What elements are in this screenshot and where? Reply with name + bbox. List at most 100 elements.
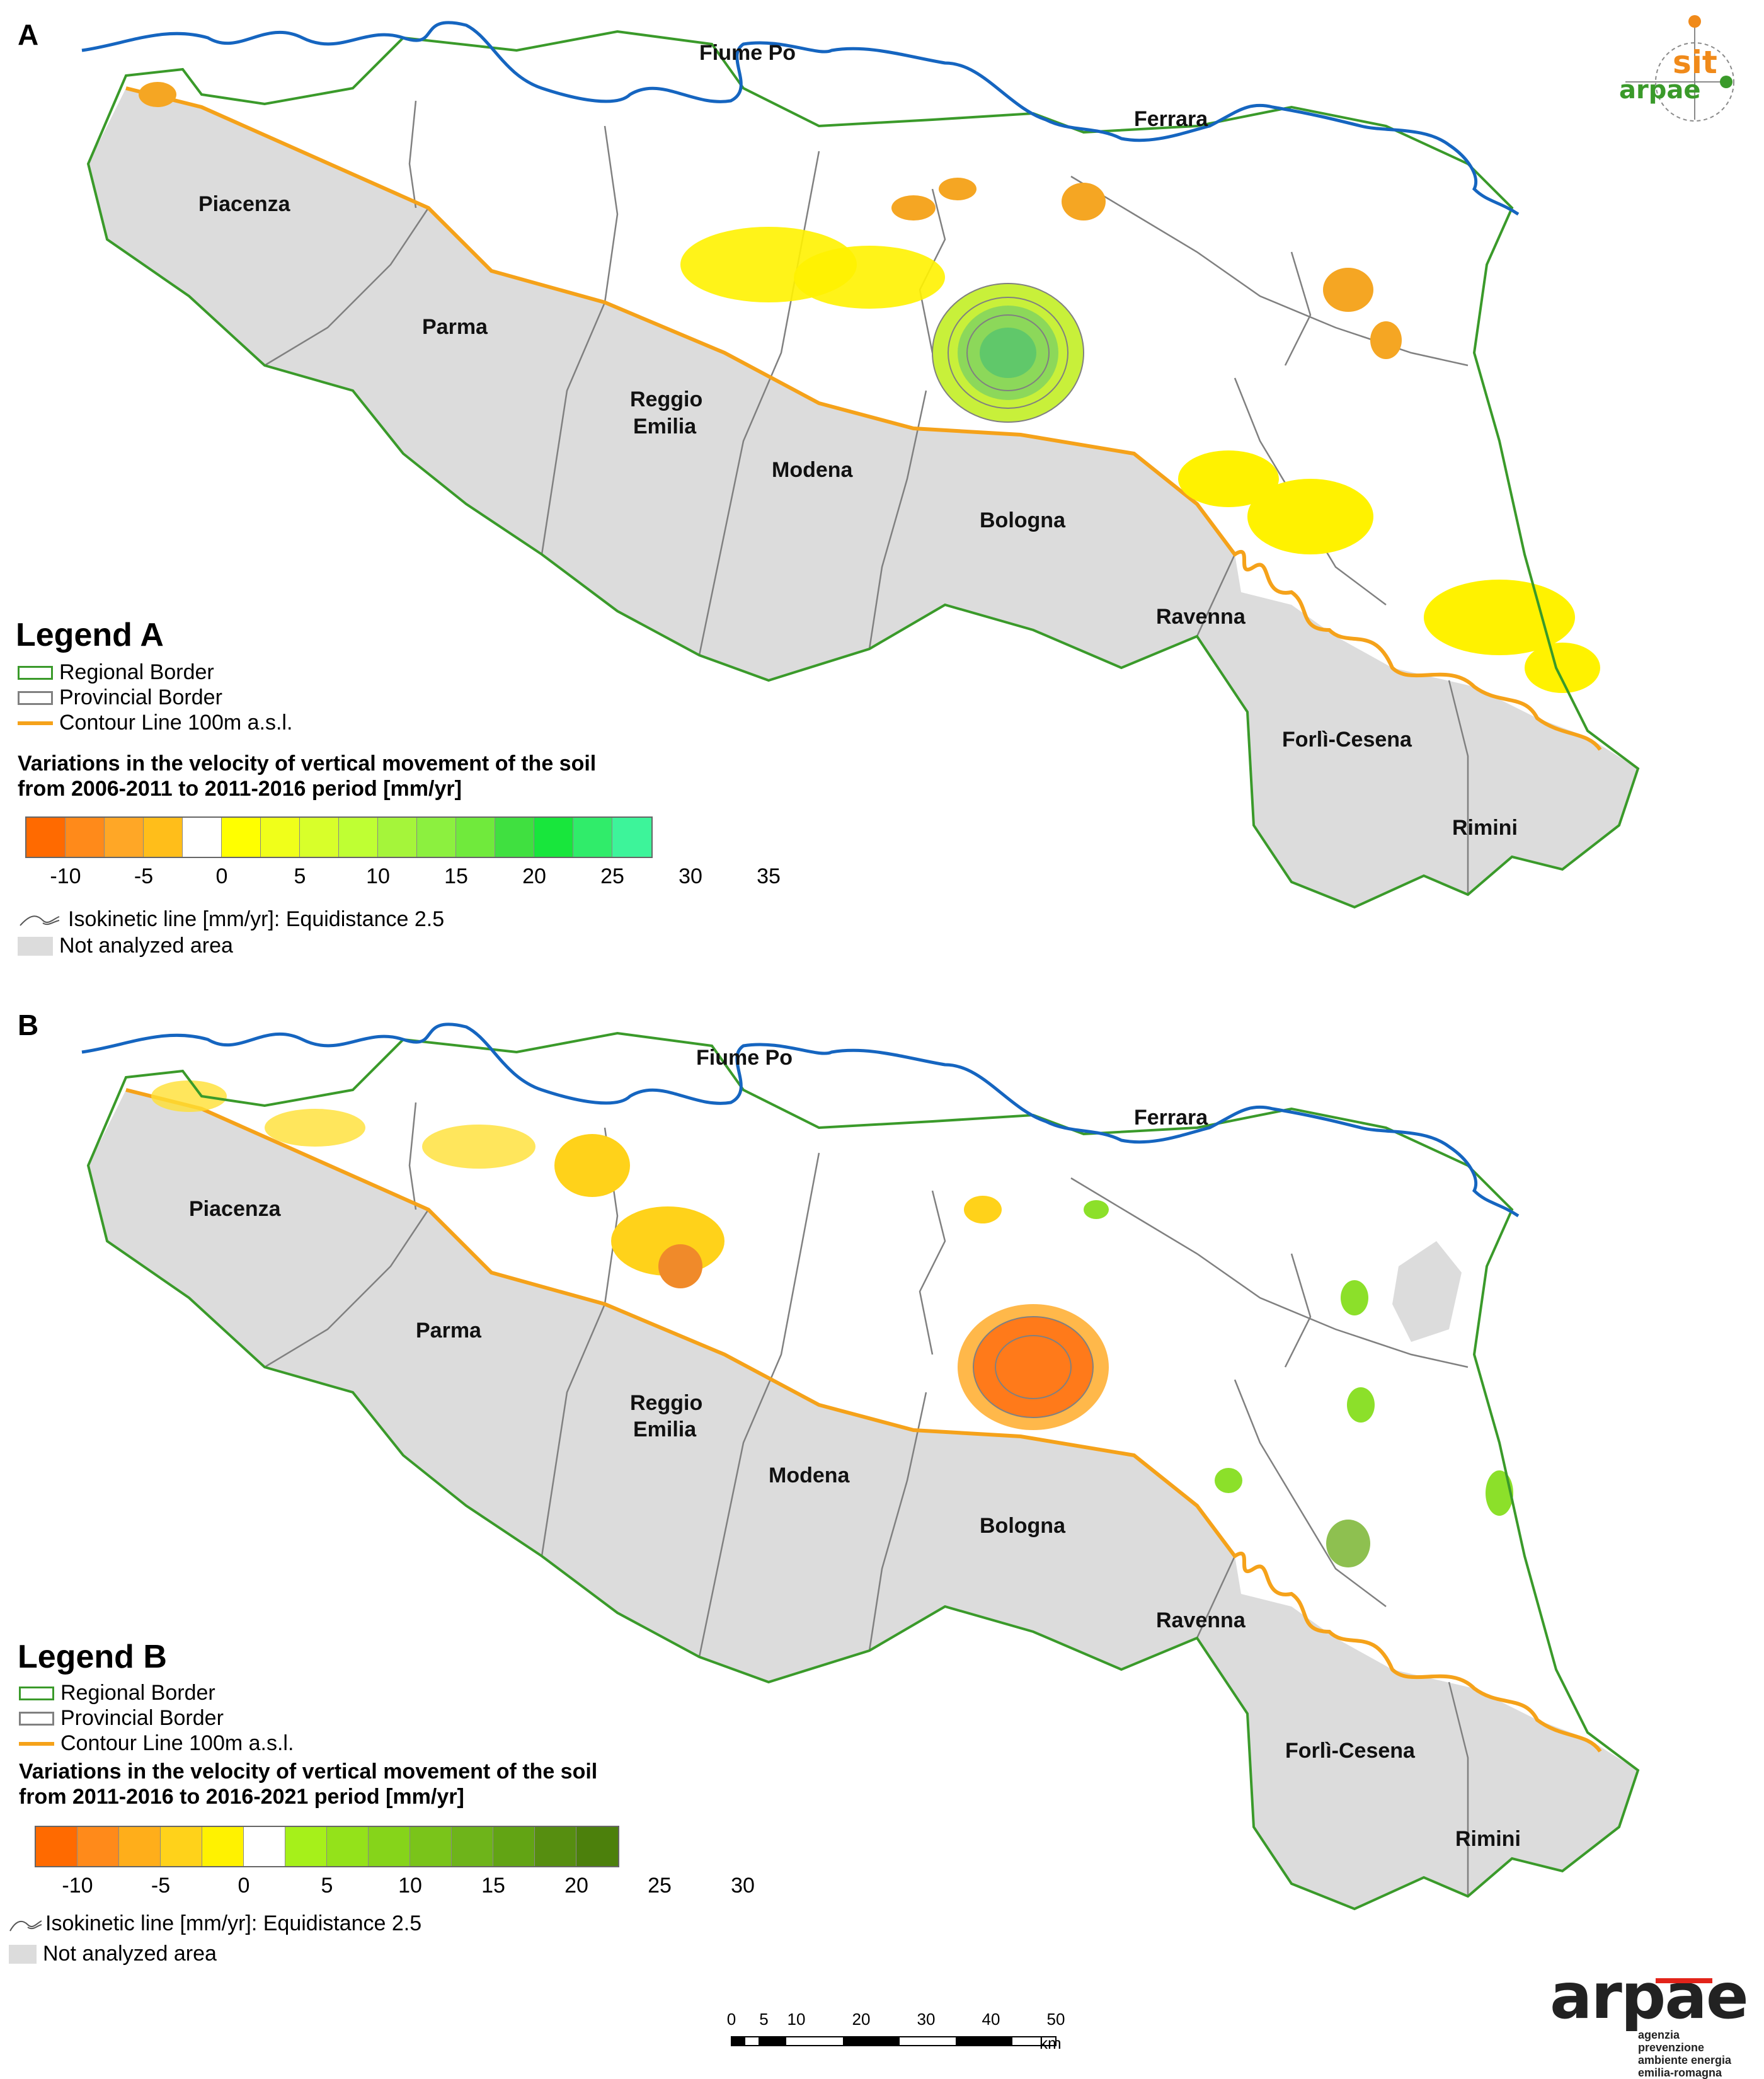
- label-rimini: Rimini: [1452, 816, 1518, 840]
- regional-border: [86, 30, 1640, 909]
- ramp-cell: [183, 818, 222, 857]
- ramp-tick-label: 15: [481, 1874, 505, 1898]
- arpae-tagline-line-1: agenzia: [1638, 2029, 1680, 2041]
- ramp-tick-label: 35: [757, 864, 781, 888]
- legend-a-not-analyzed: Not analyzed area: [18, 934, 233, 958]
- scale-bar: 0 5 10 20 30 40 50 km: [727, 2010, 1084, 2060]
- contour-line-swatch: [19, 1741, 54, 1746]
- regional-border-label: Regional Border: [59, 660, 214, 684]
- sit-logo-mark: [1625, 15, 1734, 122]
- label-ravenna: Ravenna: [1156, 605, 1246, 629]
- legend-b-isokinetic: Isokinetic line [mm/yr]: Equidistance 2.…: [8, 1911, 421, 1936]
- ramp-cell: [77, 1827, 119, 1866]
- river-po: [81, 1022, 1520, 1218]
- label-forli-cesena: Forlì-Cesena: [1282, 728, 1412, 752]
- label-ravenna: Ravenna: [1156, 1608, 1246, 1632]
- scale-bar-label: 40: [982, 2010, 1000, 2029]
- legend-b-regional-border: Regional Border: [19, 1681, 215, 1705]
- arpae-logo-accent: [1656, 1978, 1712, 1983]
- ramp-cell: [144, 818, 183, 857]
- scale-bar-label: 20: [852, 2010, 871, 2029]
- not-analyzed-label: Not analyzed area: [43, 1942, 217, 1966]
- ramp-tick-label: -10: [62, 1874, 93, 1898]
- not-analyzed-area: [88, 88, 1638, 907]
- contour-line-100m: [125, 86, 1602, 751]
- arpae-logo-text: arpae: [1550, 1959, 1749, 2033]
- provincial-border-label: Provincial Border: [59, 685, 222, 709]
- ramp-cell: [534, 818, 573, 857]
- ramp-cell: [36, 1827, 77, 1866]
- provincial-border-swatch: [19, 1711, 54, 1726]
- sit-text: sit: [1673, 44, 1717, 81]
- arpae-tagline-line-3: ambiente energia: [1638, 2054, 1732, 2066]
- legend-b-variations-title: Variations in the velocity of vertical m…: [19, 1759, 597, 1809]
- scale-bar-label: 5: [759, 2010, 769, 2029]
- ramp-tick-label: 30: [731, 1874, 755, 1898]
- ramp-tick-label: 0: [215, 864, 228, 888]
- ramp-tick-label: 10: [366, 864, 390, 888]
- ramp-cell: [119, 1827, 161, 1866]
- not-analyzed-swatch: [18, 936, 53, 956]
- ramp-cell: [339, 818, 378, 857]
- not-analyzed-area-coast: [1392, 1241, 1462, 1342]
- ramp-tick-label: 10: [398, 1874, 422, 1898]
- legend-b-provincial-border: Provincial Border: [19, 1706, 224, 1731]
- panel-a-letter: A: [18, 18, 39, 51]
- ramp-cell: [576, 1827, 618, 1866]
- scale-bar-label: 10: [787, 2010, 806, 2029]
- regional-border-label: Regional Border: [60, 1681, 215, 1705]
- ramp-cell: [495, 818, 534, 857]
- arpae-tagline-line-2: prevenzione: [1638, 2041, 1705, 2054]
- isokinetic-label: Isokinetic line [mm/yr]: Equidistance 2.…: [68, 907, 445, 931]
- ramp-tick-label: 25: [648, 1874, 672, 1898]
- arpae-tagline-line-4: emilia-romagna: [1638, 2066, 1722, 2079]
- contour-line-100m: [125, 1088, 1602, 1753]
- legend-a-variations-title: Variations in the velocity of vertical m…: [18, 751, 596, 801]
- label-ferrara: Ferrara: [1134, 1106, 1208, 1130]
- ramp-cell: [161, 1827, 202, 1866]
- contour-line-swatch: [18, 721, 53, 725]
- label-modena: Modena: [772, 458, 854, 482]
- scale-bar-graphic: [731, 2036, 1057, 2046]
- provincial-border-swatch: [18, 690, 53, 705]
- isokinetic-line-icon: [20, 915, 60, 926]
- ramp-cell: [369, 1827, 410, 1866]
- ramp-cell: [573, 818, 612, 857]
- contour-line-label: Contour Line 100m a.s.l.: [60, 1731, 294, 1755]
- label-forli-cesena: Forlì-Cesena: [1285, 1739, 1416, 1763]
- scale-bar-label: 0: [726, 2010, 736, 2029]
- label-parma: Parma: [416, 1319, 482, 1343]
- regional-border-swatch: [18, 665, 53, 680]
- river-po: [81, 21, 1520, 216]
- ramp-cell: [378, 818, 417, 857]
- sit-logo: sit arpae: [1613, 13, 1739, 126]
- ramp-cell: [535, 1827, 576, 1866]
- legend-a-provincial-border: Provincial Border: [18, 685, 222, 710]
- variations-title-line-2: from 2006-2011 to 2011-2016 period [mm/y…: [18, 777, 462, 801]
- ramp-tick-label: 20: [522, 864, 546, 888]
- panel-b-letter: B: [18, 1009, 39, 1041]
- arpae-small-text: arpae: [1619, 76, 1701, 105]
- label-modena: Modena: [769, 1463, 850, 1487]
- ramp-tick-label: 15: [444, 864, 468, 888]
- variations-title-line-1: Variations in the velocity of vertical m…: [18, 752, 597, 776]
- label-emilia: Emilia: [633, 415, 697, 438]
- ramp-cell: [410, 1827, 452, 1866]
- ramp-cell: [612, 818, 651, 857]
- ramp-cell: [26, 818, 66, 857]
- deformation-patches: [151, 1080, 1513, 1567]
- panel-a-map: Fiume Po Ferrara Piacenza Parma Reggio E…: [81, 21, 1640, 909]
- deformation-patches: [139, 82, 1600, 693]
- contour-line-label: Contour Line 100m a.s.l.: [59, 711, 293, 735]
- scale-bar-unit: km: [1040, 2034, 1062, 2053]
- legend-a-title: Legend A: [16, 617, 164, 653]
- ramp-cell: [105, 818, 144, 857]
- label-piacenza: Piacenza: [189, 1197, 282, 1221]
- label-parma: Parma: [422, 315, 488, 339]
- variations-title-line-2: from 2011-2016 to 2016-2021 period [mm/y…: [19, 1785, 464, 1809]
- ramp-tick-label: -5: [151, 1874, 171, 1898]
- isokinetic-label: Isokinetic line [mm/yr]: Equidistance 2.…: [45, 1911, 422, 1935]
- ramp-tick-label: -10: [50, 864, 81, 888]
- ramp-cell: [452, 1827, 493, 1866]
- ramp-tick-label: 30: [679, 864, 702, 888]
